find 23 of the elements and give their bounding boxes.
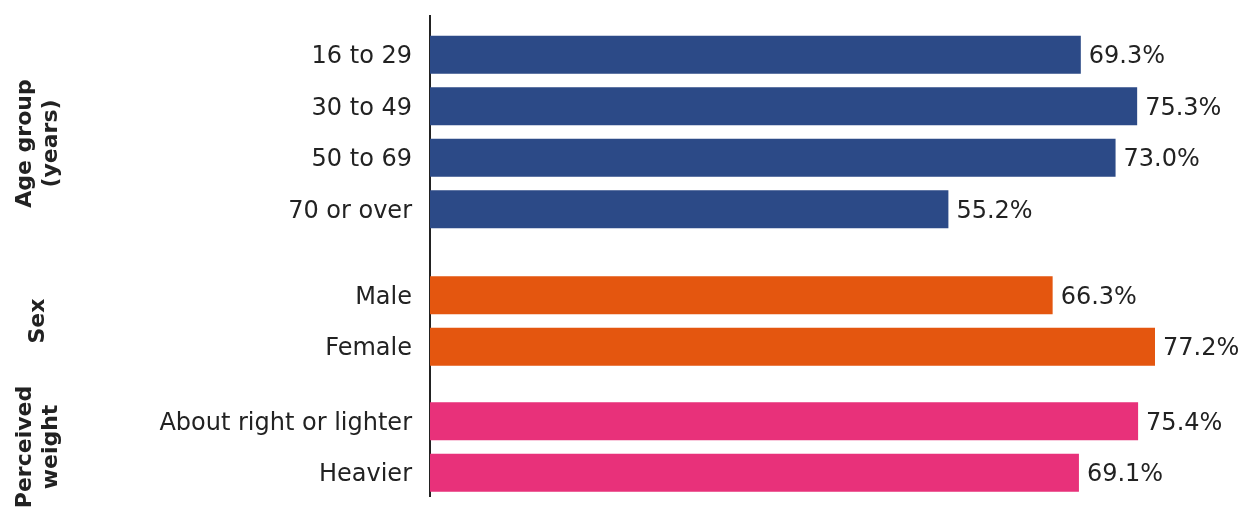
y-tick-label: Female (325, 333, 412, 362)
data-label: 75.4% (1146, 407, 1223, 436)
data-label: 77.2% (1163, 333, 1240, 362)
data-label: 73.0% (1123, 144, 1200, 173)
y-tick-label: 16 to 29 (311, 41, 412, 70)
bar (430, 138, 1116, 177)
bar (430, 87, 1138, 126)
y-tick-label: About right or lighter (159, 407, 413, 436)
data-label: 66.3% (1060, 281, 1137, 310)
bar (430, 35, 1081, 74)
bar (430, 190, 949, 229)
y-axis-title: Sex (23, 298, 49, 344)
y-tick-label: 70 or over (288, 195, 413, 224)
data-label: 69.3% (1088, 41, 1166, 70)
data-label: 69.1% (1086, 459, 1164, 488)
y-tick-label: Heavier (318, 459, 413, 488)
data-label: 75.3% (1145, 92, 1222, 121)
y-tick-label: 50 to 69 (311, 144, 412, 173)
y-tick-label: Male (355, 281, 412, 310)
y-tick-label: 30 to 49 (311, 92, 412, 121)
y-axis-title: Perceived weight (10, 385, 62, 508)
y-axis-title: Age group (years) (10, 79, 62, 208)
data-label: 55.2% (956, 195, 1033, 224)
